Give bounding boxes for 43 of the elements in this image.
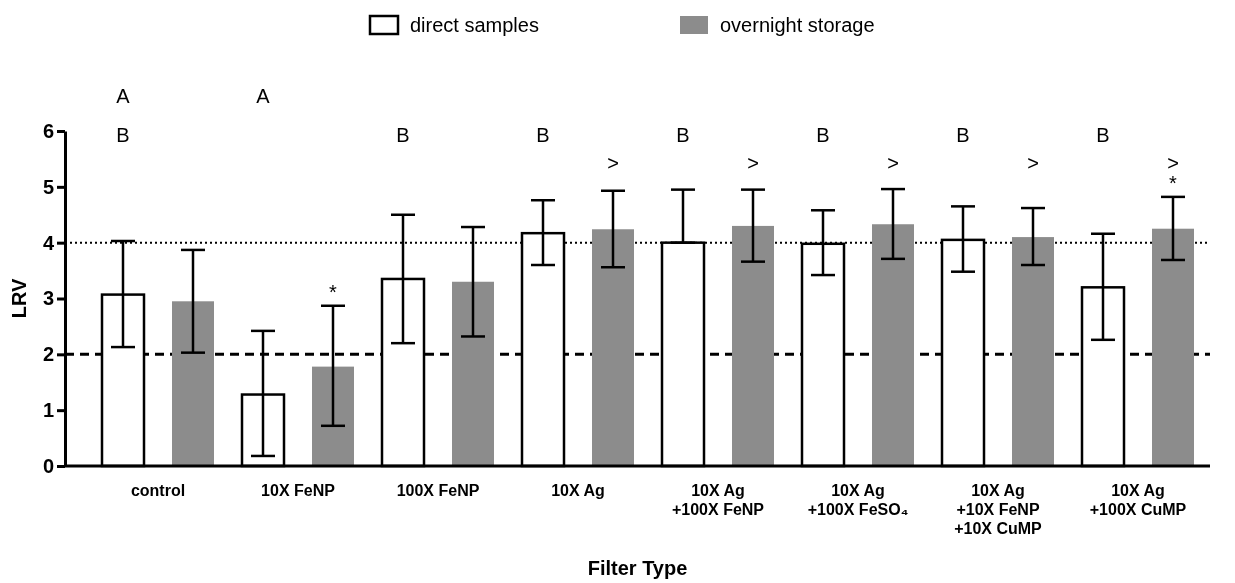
y-tick-label: 1 bbox=[42, 399, 54, 422]
y-tick-label: 5 bbox=[42, 175, 54, 198]
x-tick-label: 10X Ag +10X FeNP +10X CuMP bbox=[954, 482, 1043, 537]
x-tick-label: 100X FeNP bbox=[396, 482, 480, 499]
text: A bbox=[256, 85, 271, 107]
annotation: B bbox=[816, 124, 830, 146]
bar bbox=[732, 225, 774, 466]
annotation: > bbox=[747, 152, 759, 174]
x-tick-label: 10X FeNP bbox=[261, 482, 336, 499]
bar bbox=[312, 366, 354, 466]
annotation: B bbox=[536, 124, 550, 146]
x-tick-label: 10X Ag +100X FeSO₄ bbox=[807, 482, 909, 518]
x-axis-title: Filter Type bbox=[587, 557, 688, 579]
annotation: * bbox=[329, 280, 338, 303]
bar bbox=[592, 229, 634, 466]
y-tick-label: 0 bbox=[42, 454, 54, 477]
text: A bbox=[116, 85, 131, 107]
y-tick-label: 3 bbox=[42, 287, 54, 310]
y-tick-label: 6 bbox=[42, 119, 54, 142]
annotation: B bbox=[1096, 124, 1110, 146]
bar bbox=[452, 281, 494, 466]
x-tick-label: 10X Ag +100X CuMP bbox=[1089, 482, 1187, 518]
legend-label: overnight storage bbox=[720, 14, 875, 36]
y-axis-title: LRV bbox=[8, 278, 30, 319]
y-tick-label: 2 bbox=[42, 343, 54, 366]
x-tick-label: 10X Ag +100X FeNP bbox=[671, 482, 765, 518]
bar bbox=[1152, 228, 1194, 466]
annotation: B bbox=[116, 124, 130, 146]
y-tick-label: 4 bbox=[42, 231, 55, 254]
annotation: > bbox=[887, 152, 899, 174]
annotation: > bbox=[1167, 152, 1179, 174]
bar bbox=[872, 224, 914, 466]
annotation: * bbox=[1169, 171, 1178, 194]
bar bbox=[172, 301, 214, 466]
bar bbox=[1012, 237, 1054, 466]
legend-label: direct samples bbox=[410, 14, 539, 36]
annotation: B bbox=[396, 124, 410, 146]
x-tick-label: 10X Ag bbox=[551, 482, 605, 499]
annotation: > bbox=[607, 152, 619, 174]
annotation: B bbox=[956, 124, 970, 146]
x-tick-label: control bbox=[130, 482, 186, 499]
annotation: B bbox=[676, 124, 690, 146]
annotation: > bbox=[1027, 152, 1039, 174]
